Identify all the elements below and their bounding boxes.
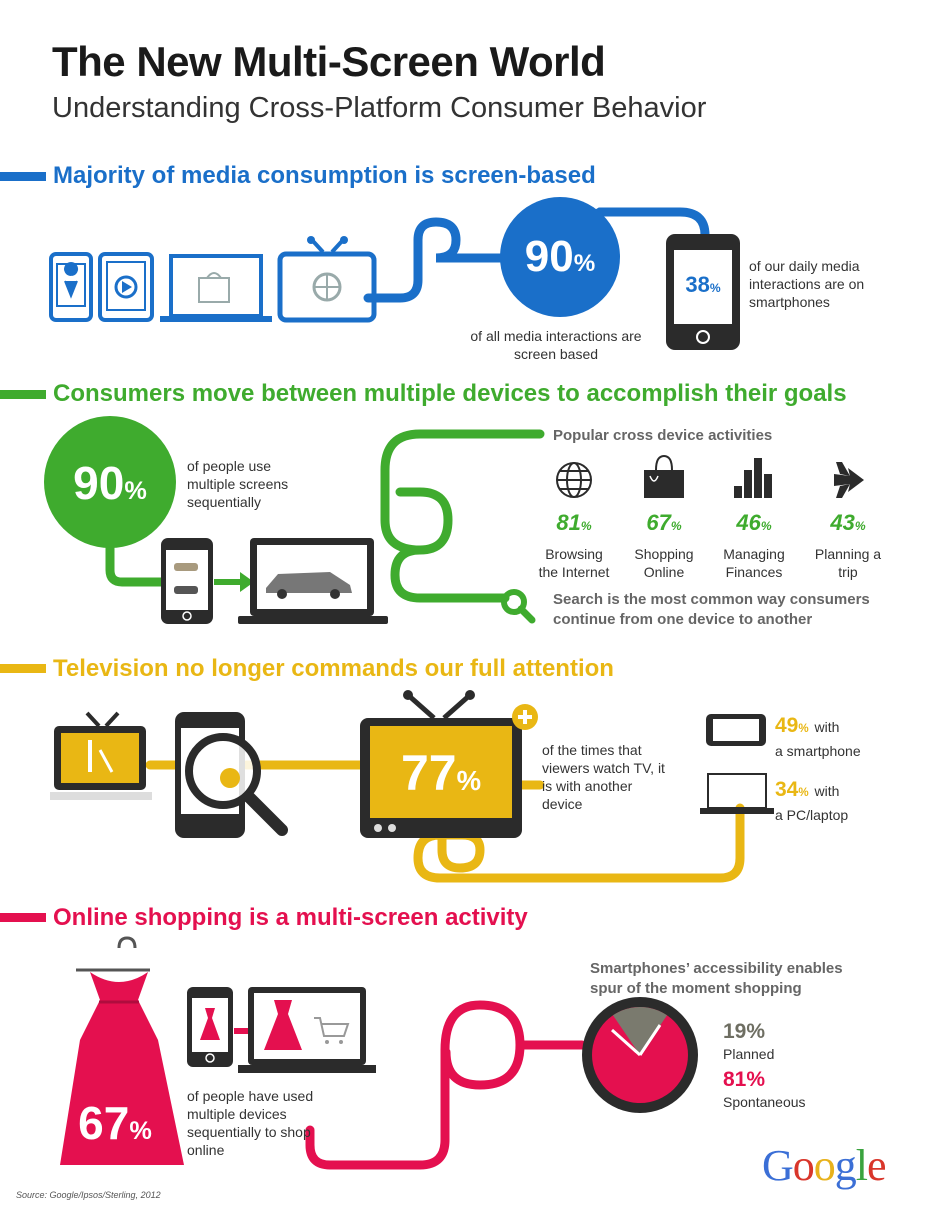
planned-value: 19% [723,1020,766,1043]
section3-bar [0,664,46,673]
search-magnifier-icon [501,589,536,624]
stat-90-screen-caption: of all media interactions are screen bas… [470,328,642,362]
stat-67-shop: 67% [78,1097,152,1149]
stat-38-phone: 38% [685,272,721,297]
arrow-icon [214,572,254,592]
section3-heading: Television no longer commands our full a… [53,655,614,682]
phone-search-icon [175,712,288,838]
stat-90-multiscreen: 90% [73,457,147,509]
planned-label: Planned [723,1046,775,1062]
stat-77-tv-caption: of the times that viewers watch TV, it i… [542,742,665,812]
stat-67-shop-caption: of people have used multiple devices seq… [187,1088,314,1158]
activity-trip-label: Planning a trip [814,546,882,580]
big-tv-icon [360,690,522,838]
shopping-bag-icon [644,454,684,498]
laptop-icon [160,254,272,322]
smartphone-landscape-icon [706,714,766,746]
stat-34-pc: 34% with [775,778,840,801]
spontaneous-label: Spontaneous [723,1094,806,1110]
clock-title: Smartphones’ accessibility enables spur o… [590,960,843,997]
airplane-icon [834,462,864,498]
laptop-car-icon [238,538,388,624]
laptop-dress-icon [238,987,376,1073]
globe-icon [556,462,592,498]
page-subtitle: Understanding Cross-Platform Consumer Be… [52,92,707,124]
stat-90-multiscreen-caption: of people use multiple screens sequentia… [187,458,289,510]
activity-finances-value: 46% [736,510,772,535]
plus-icon [512,704,538,730]
stat-49-smartphone: 49% with [775,714,840,737]
laptop-small-icon [700,773,774,814]
section1-heading: Majority of media consumption is screen-… [53,162,596,189]
section4-heading: Online shopping is a multi-screen activi… [53,904,528,931]
source-note: Source: Google/Ipsos/Sterling, 2012 [16,1190,161,1200]
section1-bar [0,172,46,181]
phone-dress-icon [187,987,233,1067]
google-logo: Google [762,1141,887,1190]
search-insight: Search is the most common way consumers c… [553,591,870,628]
activity-trip-value: 43% [830,510,866,535]
phone-car-icon [161,538,213,624]
page-title: The New Multi-Screen World [52,38,606,85]
stat-circle-blue [500,197,620,317]
section4-bar [0,913,46,922]
tv-golf-icon [50,711,152,800]
section2-connector-line [105,429,545,603]
activity-shopping-label: Shopping Online [634,546,694,580]
stat-38-phone-caption: of our daily media interactions are on s… [749,258,865,310]
bar-chart-icon [734,458,772,498]
section1-connector-line [363,207,710,303]
stat-77-tv: 77% [400,745,482,801]
stat-circle-green [44,416,176,548]
activities-title: Popular cross device activities [553,427,773,444]
activity-browsing-label: Browsing the Internet [538,546,610,580]
activity-finances-label: Managing Finances [723,546,785,580]
activity-shopping-value: 67% [646,510,682,535]
smartphone-icon [666,234,740,350]
cart-icon [314,1017,350,1037]
stat-90-screen: 90% [524,232,596,281]
stat-49-smartphone-label: a smartphone [775,743,861,759]
tablet-icon [98,252,154,322]
tv-icon [277,236,377,323]
clock-chart [582,997,698,1113]
dress-icon [60,936,184,1165]
phone-icon [49,252,93,322]
section4-connector-line [305,1000,587,1170]
activity-browsing-value: 81% [556,510,592,535]
stat-34-pc-label: a PC/laptop [775,807,849,823]
section2-bar [0,390,46,399]
spontaneous-value: 81% [723,1068,766,1091]
section2-heading: Consumers move between multiple devices … [53,380,847,407]
